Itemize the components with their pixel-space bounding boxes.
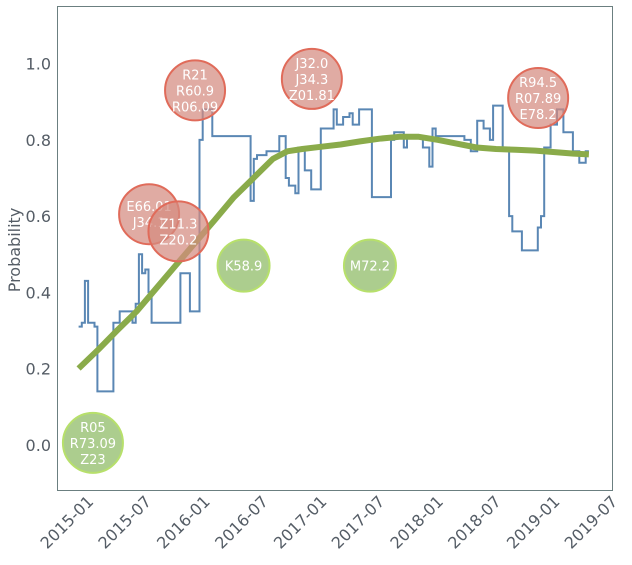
bubble-circle <box>507 66 570 129</box>
y-tick-label: 1.0 <box>26 55 51 74</box>
bubble-code-label: R94.5 <box>519 76 557 91</box>
bubble-circle <box>164 59 227 122</box>
x-tick-label: 2016-01 <box>153 492 214 553</box>
y-tick-label: 0.6 <box>26 207 51 226</box>
bubble-circle <box>147 200 210 263</box>
x-tick-label: 2016-07 <box>211 492 272 553</box>
x-tick-label: 2017-07 <box>328 492 389 553</box>
x-tick-label: 2018-07 <box>444 492 505 553</box>
bubble-circle <box>216 238 271 293</box>
x-tick-label: 2019-01 <box>503 492 564 553</box>
bubble-circle <box>280 47 343 110</box>
y-tick-label: 0.0 <box>26 436 51 455</box>
bubble-code-label: K58.9 <box>225 260 262 275</box>
bubble-code-label: M72.2 <box>350 260 390 275</box>
bubble-code-label: Z01.81 <box>289 89 335 104</box>
plot-frame <box>57 6 613 491</box>
y-tick-label: 0.2 <box>26 360 51 379</box>
bubble-code-label: J32.0 <box>294 57 328 72</box>
bubble-code-label: R60.9 <box>176 84 214 99</box>
bubble-circle <box>61 411 124 474</box>
x-ticks: 2015-012015-072016-012016-072017-012017-… <box>37 492 622 553</box>
y-tick-label: 0.8 <box>26 131 51 150</box>
bubble-circle <box>342 238 397 293</box>
bubble-code-label: R05 <box>80 421 106 436</box>
bubble-code-label: R06.09 <box>172 100 218 115</box>
annotation-bubble-green: K58.9 <box>216 238 271 293</box>
series-smooth-line <box>76 133 590 371</box>
bubble-code-label: Z20.2 <box>160 233 198 248</box>
bubble-code-label: J34.3 <box>294 73 328 88</box>
bubble-code-label: R21 <box>182 68 208 83</box>
x-tick-label: 2015-01 <box>37 492 98 553</box>
bubble-code-label: Z11.3 <box>160 217 198 232</box>
bubble-code-label: E78.2 <box>520 108 557 123</box>
series-group <box>76 104 590 393</box>
bubble-code-label: R07.89 <box>515 92 561 107</box>
y-ticks: 0.0 0.2 0.4 0.6 0.8 1.0 <box>26 55 51 455</box>
x-tick-label: 2015-07 <box>94 492 155 553</box>
x-tick-label: 2017-01 <box>270 492 331 553</box>
series-step-line <box>78 104 589 393</box>
bubble-code-label: Z23 <box>80 453 105 468</box>
bubble-code-label: R73.09 <box>70 437 116 452</box>
annotation-bubble-green: M72.2 <box>342 238 397 293</box>
y-axis-label: Probability <box>5 208 24 293</box>
x-tick-label: 2019-07 <box>561 492 622 553</box>
y-tick-label: 0.4 <box>26 283 51 302</box>
x-tick-label: 2018-01 <box>386 492 447 553</box>
